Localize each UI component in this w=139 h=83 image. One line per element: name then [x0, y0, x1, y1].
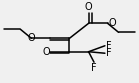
Text: F: F — [91, 63, 97, 73]
Text: F: F — [106, 41, 111, 51]
Text: F: F — [106, 48, 111, 58]
Text: O: O — [28, 33, 35, 43]
Text: O: O — [42, 47, 50, 57]
Text: O: O — [85, 2, 92, 12]
Text: O: O — [108, 18, 116, 28]
